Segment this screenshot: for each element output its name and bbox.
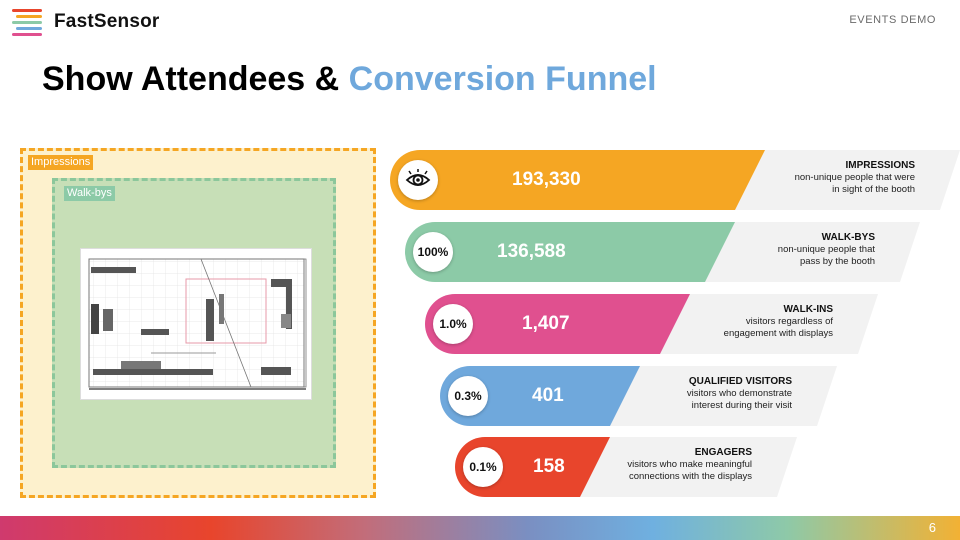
funnel-row-description-bg <box>440 366 837 426</box>
funnel-stage-line2: engagement with displays <box>723 328 833 339</box>
funnel-value: 1,407 <box>522 313 570 334</box>
funnel-description: WALK-BYS non-unique people that pass by th… <box>725 222 875 282</box>
funnel-stage-line2: pass by the booth <box>800 256 875 267</box>
logo-icon <box>12 8 46 36</box>
eye-icon <box>398 160 438 200</box>
funnel-badge-percent: 1.0% <box>433 304 473 344</box>
funnel-stage-title: WALK-INS <box>783 304 833 315</box>
event-tag: EVENTS DEMO <box>849 14 936 26</box>
funnel-bar-walkbys <box>405 222 735 282</box>
logo: FastSensor <box>12 8 159 36</box>
funnel-row-engagers: 0.1% 158 ENGAGERS visitors who make meaning… <box>0 437 960 497</box>
header: FastSensor EVENTS DEMO <box>0 0 960 44</box>
page-number: 6 <box>928 520 936 535</box>
funnel-stage-line1: non-unique people that were <box>794 172 915 183</box>
funnel-stage-line1: visitors regardless of <box>745 316 833 327</box>
funnel-badge-percent: 100% <box>413 232 453 272</box>
funnel-description: IMPRESSIONS non-unique people that were in… <box>755 150 915 210</box>
funnel-badge-percent: 0.1% <box>463 447 503 487</box>
title-accent: Conversion Funnel <box>348 60 657 98</box>
funnel-stage-line1: non-unique people that <box>777 244 875 255</box>
funnel-value: 193,330 <box>512 169 581 190</box>
funnel-row-description-bg <box>405 222 920 282</box>
funnel-stage-title: IMPRESSIONS <box>845 160 915 171</box>
funnel-stage-line1: visitors who demonstrate <box>686 388 792 399</box>
funnel-badge-percent: 0.3% <box>448 376 488 416</box>
title-main: Show Attendees & <box>42 60 349 98</box>
funnel-description: ENGAGERS visitors who make meaningful conn… <box>580 437 752 497</box>
funnel-row-qualified: 0.3% 401 QUALIFIED VISITORS visitors who de… <box>0 366 960 426</box>
funnel-stage-title: ENGAGERS <box>694 447 752 458</box>
funnel-description: WALK-INS visitors regardless of engagement… <box>675 294 833 354</box>
funnel-stage-line1: visitors who make meaningful <box>627 459 752 470</box>
funnel-row-description-bg <box>390 150 960 210</box>
funnel-value: 136,588 <box>497 241 566 262</box>
funnel-row-description-bg <box>425 294 878 354</box>
funnel-bar-impressions <box>390 150 765 210</box>
page-title: Show Attendees & Conversion Funnel <box>42 60 657 99</box>
funnel-stage-line2: connections with the displays <box>628 471 752 482</box>
funnel-description: QUALIFIED VISITORS visitors who demonstra… <box>620 366 792 426</box>
logo-text: FastSensor <box>54 11 160 32</box>
funnel-value: 401 <box>532 385 564 406</box>
footer-gradient-bar <box>0 516 960 540</box>
funnel-bar-walkins <box>425 294 690 354</box>
funnel-row-walkins: 1.0% 1,407 WALK-INS visitors regardless of e… <box>0 294 960 354</box>
walkbys-zone-label: Walk-bys <box>64 186 115 201</box>
floorplan-image <box>80 248 312 400</box>
funnel-stage-title: WALK-BYS <box>821 232 875 243</box>
funnel-stage-line2: interest during their visit <box>691 400 792 411</box>
funnel-stage-title: QUALIFIED VISITORS <box>688 376 792 387</box>
funnel-bar-qualified <box>440 366 640 426</box>
funnel-row-impressions: 193,330 IMPRESSIONS non-unique people that… <box>0 150 960 210</box>
funnel-row-walkbys: 100% 136,588 WALK-BYS non-unique people tha… <box>0 222 960 282</box>
impressions-zone-label: Impressions <box>28 155 94 170</box>
funnel-value: 158 <box>533 456 565 477</box>
funnel-stage-line2: in sight of the booth <box>832 184 915 195</box>
